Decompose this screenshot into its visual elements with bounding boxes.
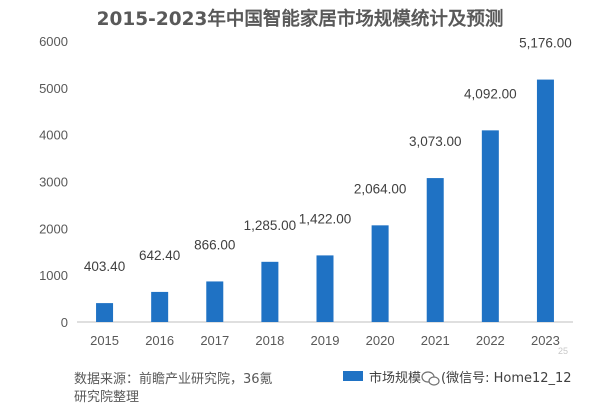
- x-tick-label: 2023: [531, 333, 560, 348]
- data-label: 4,092.00: [464, 86, 517, 101]
- x-tick-label: 2018: [255, 333, 284, 348]
- data-label: 403.40: [84, 259, 125, 274]
- data-label: 866.00: [194, 237, 235, 252]
- x-tick-label: 2019: [311, 333, 340, 348]
- bar: [481, 130, 499, 322]
- y-tick-label: 0: [61, 315, 68, 330]
- data-label: 3,073.00: [409, 134, 462, 149]
- source-note-line-1: 数据来源：前瞻产业研究院，36氪: [74, 371, 273, 387]
- chart-title: 2015-2023年中国智能家居市场规模统计及预测: [97, 8, 504, 30]
- y-tick-label: 2000: [39, 221, 68, 236]
- bar: [371, 225, 389, 322]
- bar: [261, 261, 279, 322]
- x-tick-label: 2015: [90, 333, 119, 348]
- bars-group: [96, 79, 554, 322]
- legend-swatch: [343, 371, 363, 381]
- page-number: 25: [558, 346, 568, 356]
- data-label: 1,422.00: [299, 211, 352, 226]
- y-tick-label: 4000: [39, 128, 68, 143]
- data-label: 2,064.00: [354, 181, 407, 196]
- x-tick-label: 2016: [145, 333, 174, 348]
- data-label: 5,176.00: [519, 36, 572, 51]
- bar: [316, 255, 334, 322]
- y-tick-label: 3000: [39, 175, 68, 190]
- wechat-logo-icon: [421, 371, 440, 386]
- y-tick-label: 1000: [39, 268, 68, 283]
- x-tick-label: 2017: [200, 333, 229, 348]
- x-tick-label: 2020: [366, 333, 395, 348]
- bar: [151, 291, 169, 322]
- y-tick-label: 5000: [39, 81, 68, 96]
- bar: [206, 281, 224, 322]
- x-tick-label: 2021: [421, 333, 450, 348]
- y-axis: 0 1000 2000 3000 4000 5000 6000: [39, 34, 68, 330]
- y-tick-label: 6000: [39, 34, 68, 49]
- value-labels-group: 403.40 642.40 866.00 1,285.00 1,422.002,064.…: [84, 36, 572, 275]
- data-label: 642.40: [139, 248, 180, 263]
- watermark-text: (微信号: Home12_12: [441, 371, 572, 386]
- data-label: 1,285.00: [244, 218, 297, 233]
- source-note-line-2: 研究院整理: [74, 390, 139, 405]
- legend-label: 市场规模: [369, 370, 421, 386]
- bar: [96, 303, 114, 322]
- bar: [536, 79, 554, 322]
- x-axis: 2015 2016 2017 2018 2019 2020 2021 2022 2023: [90, 333, 560, 348]
- x-tick-label: 2022: [476, 333, 505, 348]
- bar: [426, 178, 444, 322]
